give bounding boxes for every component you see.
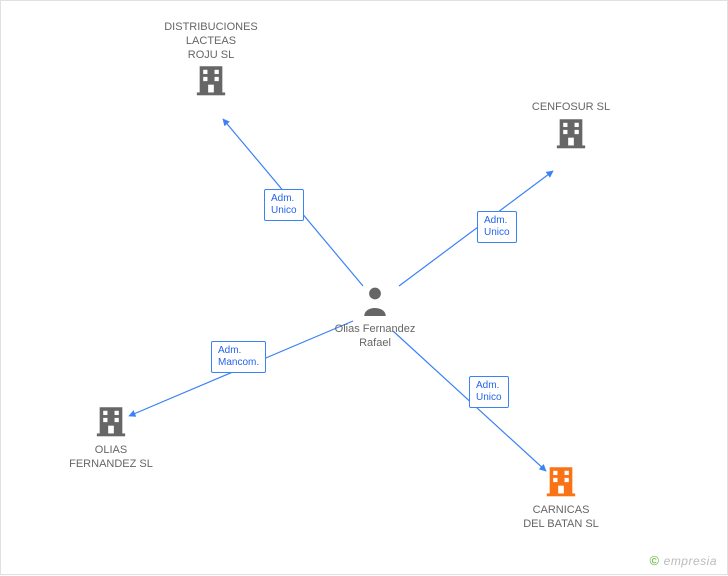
node-dist[interactable]: DISTRIBUCIONESLACTEASROJU SL bbox=[146, 21, 276, 103]
node-label: OLIASFERNANDEZ SL bbox=[69, 444, 153, 470]
node-cenfosur[interactable]: CENFOSUR SL bbox=[506, 101, 636, 156]
edge-label: Adm. Unico bbox=[477, 211, 517, 243]
watermark-text: empresia bbox=[664, 554, 717, 568]
node-label: CARNICASDEL BATAN SL bbox=[523, 504, 599, 530]
person-icon bbox=[320, 286, 430, 321]
node-label: DISTRIBUCIONESLACTEASROJU SL bbox=[164, 21, 258, 61]
building-icon bbox=[496, 463, 626, 502]
node-olias[interactable]: OLIASFERNANDEZ SL bbox=[46, 403, 176, 471]
node-person[interactable]: Olias Fernandez Rafael bbox=[320, 286, 430, 350]
node-carnicas[interactable]: CARNICASDEL BATAN SL bbox=[496, 463, 626, 531]
edge-label: Adm. Unico bbox=[469, 376, 509, 408]
node-label: Olias Fernandez Rafael bbox=[335, 323, 416, 349]
edge-label: Adm. Mancom. bbox=[211, 341, 266, 373]
copyright-icon: © bbox=[650, 553, 660, 568]
building-icon bbox=[46, 403, 176, 442]
building-icon bbox=[506, 115, 636, 154]
building-icon bbox=[146, 62, 276, 101]
edge-line bbox=[399, 171, 553, 286]
edge-label: Adm. Unico bbox=[264, 189, 304, 221]
watermark: © empresia bbox=[650, 553, 717, 568]
node-label: CENFOSUR SL bbox=[532, 101, 610, 113]
diagram-canvas: Olias Fernandez Rafael DISTRIBUCIONESLAC… bbox=[0, 0, 728, 575]
